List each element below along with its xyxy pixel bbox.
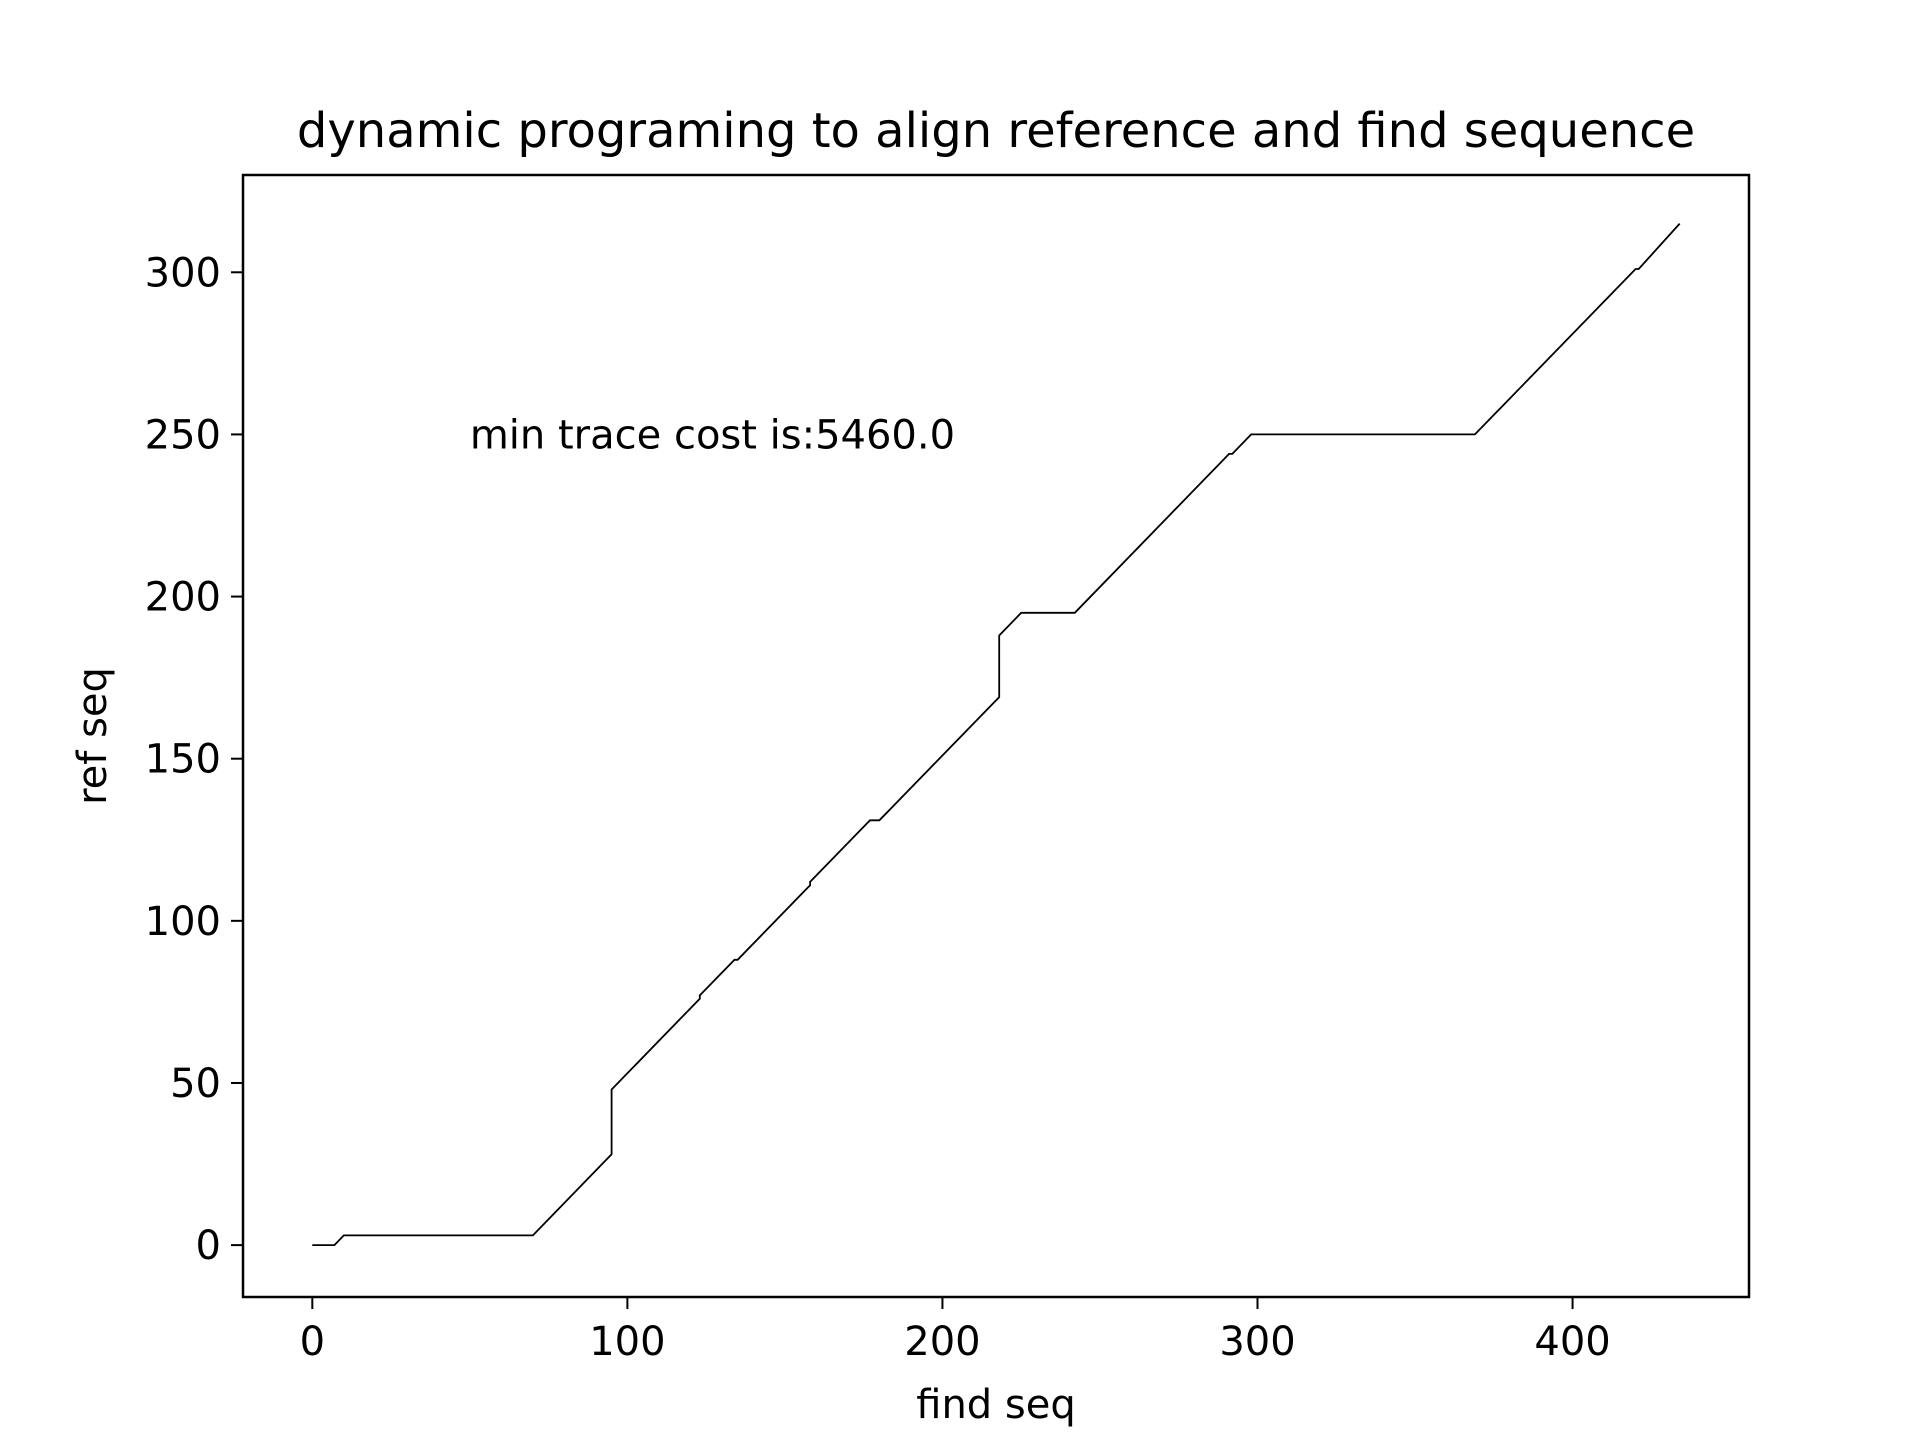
y-tick-label: 250 — [145, 412, 221, 458]
x-axis: 0 100 200 300 400 — [300, 1297, 1611, 1365]
x-axis-label: find seq — [916, 1382, 1076, 1428]
cost-annotation: min trace cost is:5460.0 — [470, 412, 955, 458]
y-tick-label: 150 — [145, 737, 221, 783]
y-axis: 0 50 100 150 200 250 300 — [145, 250, 243, 1269]
plot-area-frame — [241, 173, 1751, 1299]
chart-title: dynamic programing to align reference an… — [297, 103, 1695, 159]
y-tick-label: 100 — [145, 899, 221, 945]
x-tick-label: 100 — [589, 1319, 665, 1365]
y-tick-label: 0 — [196, 1223, 221, 1269]
x-tick-label: 300 — [1219, 1319, 1295, 1365]
x-tick-label: 200 — [904, 1319, 980, 1365]
y-tick-label: 200 — [145, 575, 221, 621]
x-tick-label: 0 — [300, 1319, 325, 1365]
series-line — [312, 222, 1681, 1246]
x-tick-label: 400 — [1534, 1319, 1610, 1365]
y-axis-label: ref seq — [70, 667, 116, 805]
y-tick-label: 300 — [145, 250, 221, 296]
y-tick-label: 50 — [170, 1061, 221, 1107]
